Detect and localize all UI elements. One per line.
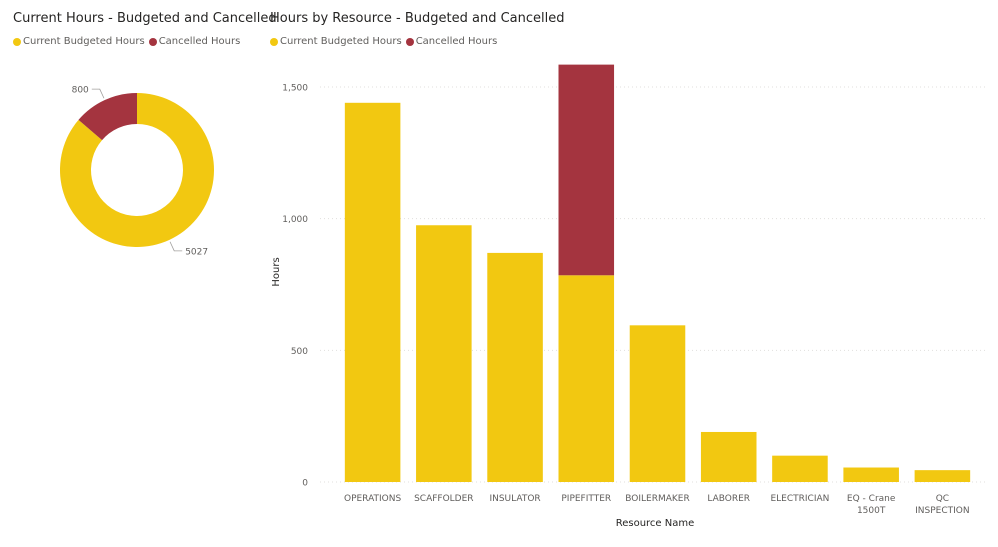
y-tick-label: 1,500 xyxy=(282,84,308,94)
bar-budgeted-pipefitter[interactable] xyxy=(558,275,615,482)
bar-legend[interactable]: Current Budgeted Hours Cancelled Hours xyxy=(270,36,501,47)
bar-budgeted-boilermaker[interactable] xyxy=(629,325,686,482)
x-axis-title: Resource Name xyxy=(616,518,695,529)
donut-slice-budgeted[interactable] xyxy=(59,93,214,247)
bar-budgeted-scaffolder[interactable] xyxy=(416,225,472,482)
bar-visual-title: Hours by Resource - Budgeted and Cancell… xyxy=(270,11,565,26)
legend-dot-cancelled xyxy=(405,37,414,46)
x-tick-label: SCAFFOLDER xyxy=(414,494,473,504)
legend-item-budgeted[interactable]: Current Budgeted Hours xyxy=(270,36,402,47)
x-tick-label: ELECTRICIAN xyxy=(770,494,829,504)
donut-slice-cancelled[interactable] xyxy=(78,93,137,141)
donut-visual-title: Current Hours - Budgeted and Cancelled xyxy=(13,11,277,26)
bar-budgeted-operations[interactable] xyxy=(344,102,401,483)
bar-budgeted-insulator[interactable] xyxy=(487,252,543,482)
donut-data-label: 5027 xyxy=(185,247,208,257)
bar-budgeted-qc-inspection[interactable] xyxy=(914,470,971,482)
legend-label-cancelled: Cancelled Hours xyxy=(158,36,241,47)
legend-item-cancelled[interactable]: Cancelled Hours xyxy=(148,36,241,47)
bar-budgeted-laborer[interactable] xyxy=(700,431,757,482)
bar-budgeted-eq-crane-1500t[interactable] xyxy=(843,467,899,482)
legend-dot-budgeted xyxy=(270,37,278,46)
bar-budgeted-electrician[interactable] xyxy=(772,455,828,482)
x-tick-label: LABORER xyxy=(707,494,750,504)
y-tick-label: 1,000 xyxy=(282,215,308,225)
donut-leader-line xyxy=(169,241,183,252)
legend-item-cancelled[interactable]: Cancelled Hours xyxy=(405,36,498,47)
x-tick-label: BOILERMAKER xyxy=(625,494,689,504)
legend-dot-cancelled xyxy=(148,37,157,46)
y-tick-label: 500 xyxy=(291,347,308,357)
donut-leader-line xyxy=(91,88,105,99)
x-tick-label: QC INSPECTION xyxy=(915,494,969,516)
bar-visual[interactable]: Hours by Resource - Budgeted and Cancell… xyxy=(262,0,998,547)
donut-data-label: 800 xyxy=(72,86,89,96)
y-tick-label: 0 xyxy=(302,479,308,489)
x-tick-label: OPERATIONS xyxy=(344,494,402,504)
legend-label-budgeted: Current Budgeted Hours xyxy=(280,36,402,47)
legend-dot-budgeted xyxy=(13,37,21,46)
donut-chart: 5027 800 xyxy=(59,86,214,257)
y-axis-title: Hours xyxy=(271,257,282,286)
x-tick-label: INSULATOR xyxy=(489,494,540,504)
donut-legend[interactable]: Current Budgeted Hours Cancelled Hours xyxy=(13,36,244,47)
bar-cancelled-pipefitter[interactable] xyxy=(558,64,615,276)
donut-visual[interactable]: Current Hours - Budgeted and Cancelled C… xyxy=(0,0,277,547)
legend-item-budgeted[interactable]: Current Budgeted Hours xyxy=(13,36,145,47)
x-tick-label: EQ - Crane 1500T xyxy=(847,494,896,516)
legend-label-budgeted: Current Budgeted Hours xyxy=(23,36,145,47)
x-tick-label: PIPEFITTER xyxy=(561,494,611,504)
legend-label-cancelled: Cancelled Hours xyxy=(415,36,498,47)
